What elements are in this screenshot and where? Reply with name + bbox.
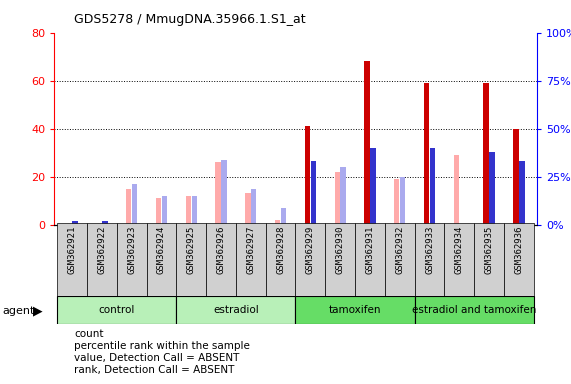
- Bar: [236, 223, 266, 298]
- Bar: [147, 223, 176, 298]
- Text: tamoxifen: tamoxifen: [329, 305, 381, 315]
- Bar: [519, 161, 525, 225]
- Bar: [186, 196, 191, 225]
- Bar: [222, 160, 227, 225]
- Bar: [355, 223, 385, 298]
- Bar: [305, 126, 310, 225]
- Text: GSM362922: GSM362922: [98, 226, 106, 274]
- Bar: [102, 221, 107, 225]
- Text: ▶: ▶: [33, 305, 43, 318]
- Text: estradiol: estradiol: [213, 305, 259, 315]
- Text: estradiol and tamoxifen: estradiol and tamoxifen: [412, 305, 536, 315]
- Text: GSM362924: GSM362924: [157, 226, 166, 274]
- Bar: [311, 161, 316, 225]
- Text: GSM362934: GSM362934: [455, 226, 464, 274]
- Bar: [191, 196, 197, 225]
- Bar: [132, 184, 138, 225]
- Bar: [176, 223, 206, 298]
- Bar: [281, 208, 286, 225]
- Text: GSM362935: GSM362935: [485, 226, 493, 274]
- Bar: [474, 223, 504, 298]
- Bar: [484, 83, 489, 225]
- Text: GDS5278 / MmugDNA.35966.1.S1_at: GDS5278 / MmugDNA.35966.1.S1_at: [74, 13, 306, 26]
- Bar: [275, 220, 280, 225]
- Bar: [370, 148, 376, 225]
- Bar: [340, 167, 346, 225]
- Text: GSM362933: GSM362933: [425, 226, 434, 274]
- Bar: [57, 296, 176, 324]
- Bar: [504, 223, 534, 298]
- Bar: [57, 223, 87, 298]
- Bar: [513, 129, 518, 225]
- Text: agent: agent: [3, 306, 35, 316]
- Text: GSM362925: GSM362925: [187, 226, 196, 274]
- Bar: [126, 189, 131, 225]
- Text: GSM362932: GSM362932: [395, 226, 404, 274]
- Bar: [424, 83, 429, 225]
- Bar: [215, 162, 221, 225]
- Bar: [245, 194, 251, 225]
- Text: count: count: [74, 329, 104, 339]
- Bar: [453, 155, 459, 225]
- Text: control: control: [99, 305, 135, 315]
- Bar: [489, 152, 494, 225]
- Text: GSM362926: GSM362926: [216, 226, 226, 274]
- Text: GSM362921: GSM362921: [67, 226, 77, 274]
- Bar: [251, 189, 256, 225]
- Text: GSM362931: GSM362931: [365, 226, 375, 274]
- Bar: [176, 296, 296, 324]
- Text: GSM362930: GSM362930: [336, 226, 345, 274]
- Bar: [296, 296, 415, 324]
- Bar: [266, 223, 296, 298]
- Text: GSM362936: GSM362936: [514, 226, 524, 274]
- Bar: [385, 223, 415, 298]
- Text: GSM362923: GSM362923: [127, 226, 136, 274]
- Bar: [87, 223, 117, 298]
- Bar: [415, 296, 534, 324]
- Text: value, Detection Call = ABSENT: value, Detection Call = ABSENT: [74, 353, 240, 363]
- Bar: [206, 223, 236, 298]
- Bar: [400, 177, 405, 225]
- Text: GSM362929: GSM362929: [306, 226, 315, 274]
- Bar: [444, 223, 474, 298]
- Bar: [162, 196, 167, 225]
- Text: GSM362928: GSM362928: [276, 226, 285, 274]
- Bar: [394, 179, 400, 225]
- Bar: [364, 61, 369, 225]
- Bar: [296, 223, 325, 298]
- Bar: [156, 198, 161, 225]
- Bar: [415, 223, 444, 298]
- Bar: [335, 172, 340, 225]
- Text: GSM362927: GSM362927: [246, 226, 255, 274]
- Bar: [430, 148, 435, 225]
- Bar: [73, 221, 78, 225]
- Text: rank, Detection Call = ABSENT: rank, Detection Call = ABSENT: [74, 365, 235, 375]
- Bar: [117, 223, 147, 298]
- Bar: [325, 223, 355, 298]
- Text: percentile rank within the sample: percentile rank within the sample: [74, 341, 250, 351]
